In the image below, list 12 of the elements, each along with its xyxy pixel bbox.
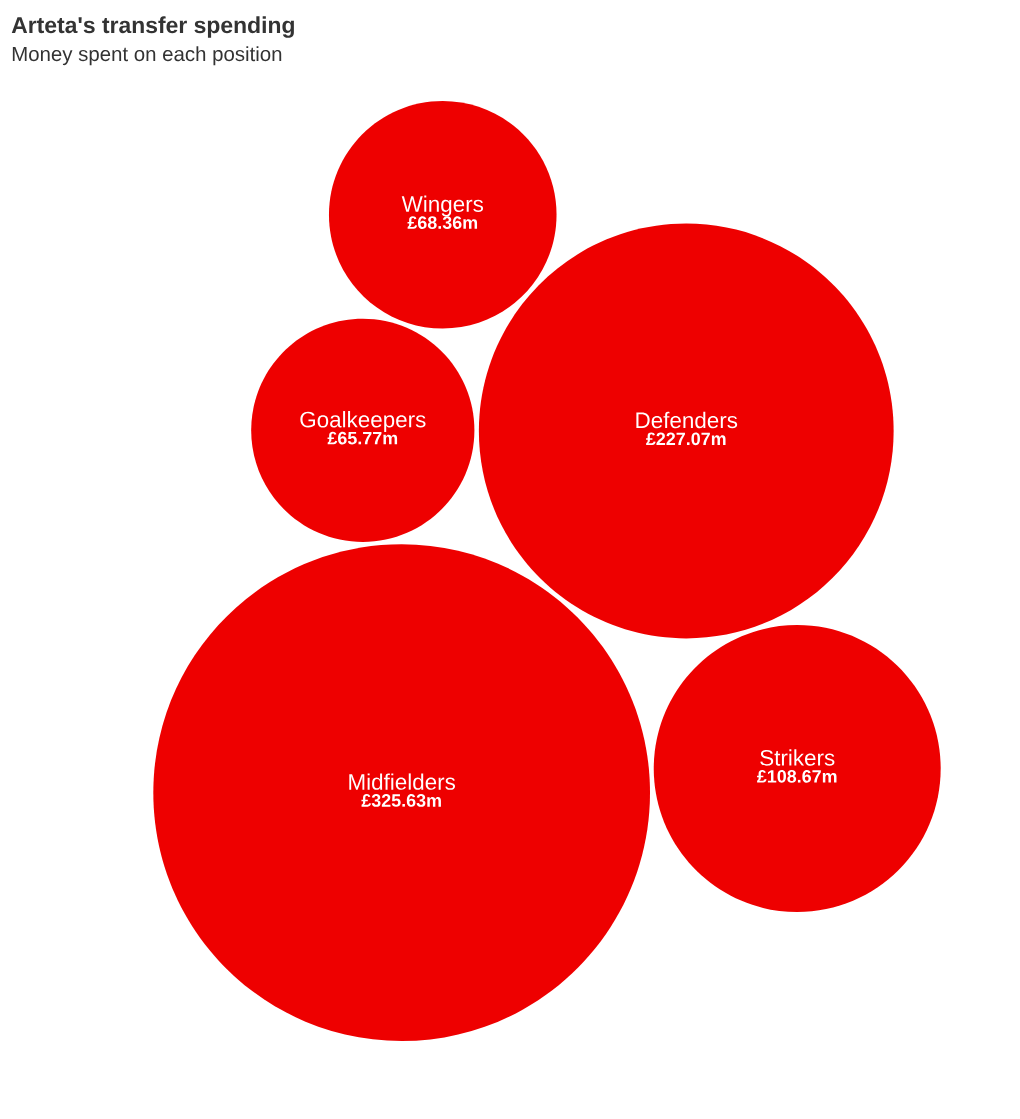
data-label: £108.67m: [757, 770, 837, 783]
category-label: Wingers: [401, 195, 484, 217]
category-label: Midfielders: [349, 773, 456, 790]
text: Money spent on each position: [12, 46, 282, 66]
text: Arteta's transfer spending: [11, 16, 294, 38]
category-label: Strikers: [760, 749, 835, 766]
data-label: £227.07m: [646, 432, 726, 446]
category-label: Defenders: [636, 411, 738, 429]
category-label: Goalkeepers: [300, 411, 426, 432]
data-label: £68.36m: [407, 216, 478, 229]
data-label: £65.77m: [327, 431, 398, 445]
data-label: £325.63m: [361, 794, 441, 807]
